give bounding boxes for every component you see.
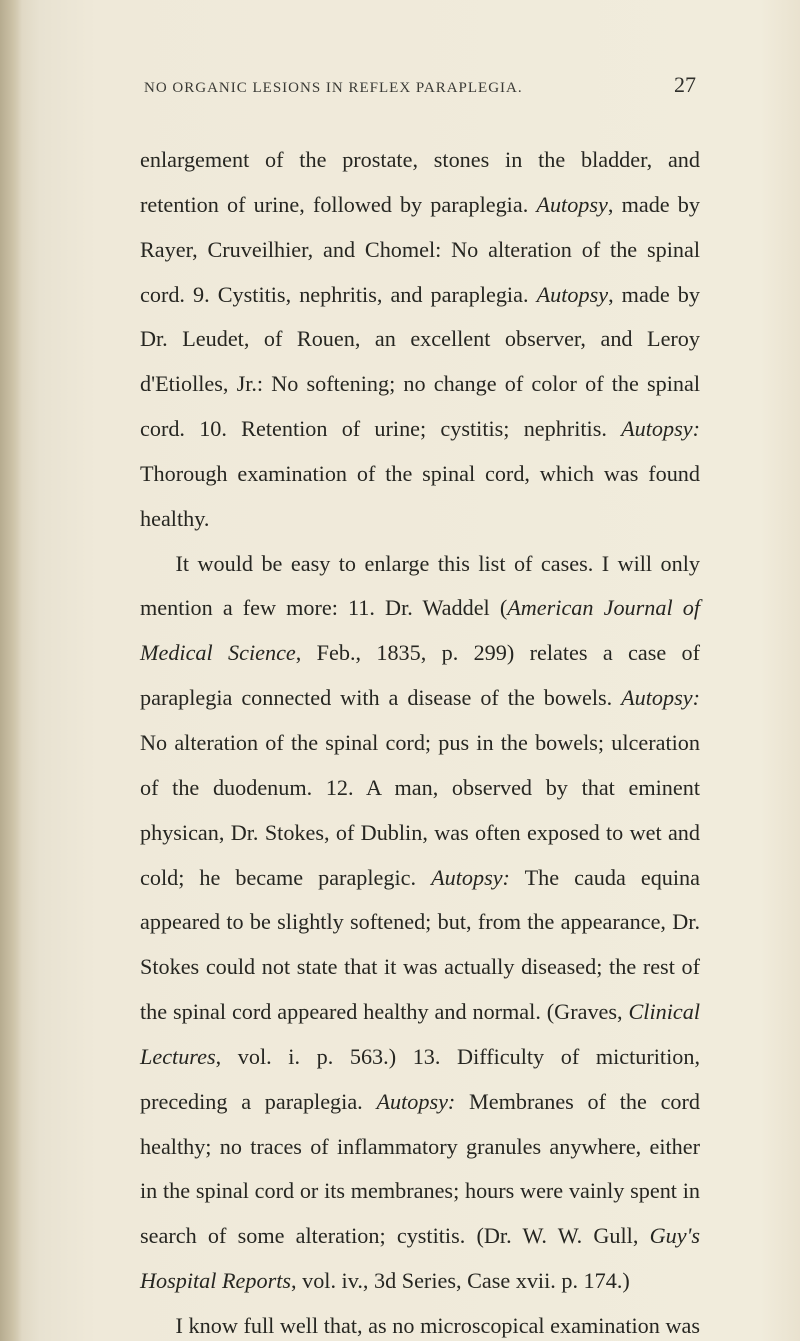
- page-number: 27: [674, 72, 696, 98]
- scanned-page: NO ORGANIC LESIONS IN REFLEX PARAPLEGIA.…: [0, 0, 800, 1341]
- paragraph-3: I know full well that, as no microscopic…: [140, 1304, 700, 1341]
- italic-term: Autopsy:: [431, 865, 510, 890]
- italic-term: Autopsy:: [376, 1089, 455, 1114]
- running-title: NO ORGANIC LESIONS IN REFLEX PARAPLEGIA.: [144, 80, 523, 97]
- text-run: , vol. iv., 3d Series, Case xvii. p. 174…: [291, 1268, 630, 1293]
- italic-term: Autopsy:: [621, 416, 700, 441]
- body-text: enlargement of the prostate, stones in t…: [140, 138, 700, 1341]
- paragraph-2: It would be easy to enlarge this list of…: [140, 542, 700, 1304]
- paragraph-1: enlargement of the prostate, stones in t…: [140, 138, 700, 542]
- italic-term: Autopsy:: [621, 685, 700, 710]
- text-run: Thorough examination of the spinal cord,…: [140, 461, 700, 531]
- page-header: NO ORGANIC LESIONS IN REFLEX PARAPLEGIA.…: [140, 72, 700, 98]
- text-run: I know full well that, as no microscopic…: [140, 1313, 700, 1341]
- italic-term: Autopsy: [537, 282, 608, 307]
- italic-term: Autopsy: [536, 192, 607, 217]
